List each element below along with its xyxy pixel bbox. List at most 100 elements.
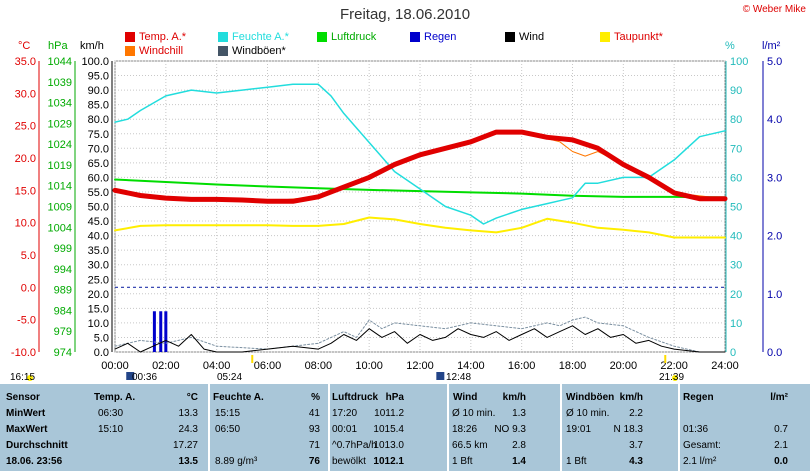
sun-marker	[664, 355, 667, 363]
table-cell: 15:15	[215, 408, 241, 419]
wind-axis-tick: 25.0	[88, 274, 109, 286]
temp-axis-tick: 0.0	[21, 282, 36, 294]
x-tick-label: 06:00	[254, 360, 282, 372]
wind-axis-tick: 30.0	[88, 260, 109, 272]
wind-axis-tick: 70.0	[88, 143, 109, 155]
wind-axis-tick: 40.0	[88, 231, 109, 243]
table-cell: 06:50	[215, 424, 241, 435]
chart-canvas: 00:00 02:00 04:00 06:00 08:00 10:00 12:00 14:00…	[11, 56, 782, 381]
table-cell: 4.3	[629, 456, 643, 467]
wind-axis-tick: 80.0	[88, 114, 109, 126]
legend-swatch	[317, 32, 327, 42]
series-taupunkt	[114, 216, 726, 239]
press-axis-tick: 989	[54, 285, 72, 297]
table-divider	[560, 384, 562, 471]
humid-axis-tick: 60	[730, 172, 742, 184]
legend-item: Regen	[410, 31, 456, 43]
press-axis-tick: 974	[54, 347, 72, 359]
legend-label: Wind	[519, 31, 545, 43]
legend-swatch	[505, 32, 515, 42]
legend-swatch	[218, 32, 228, 42]
moonset-label: 12:48	[446, 372, 472, 383]
legend-label: Taupunkt*	[614, 31, 663, 43]
series-temp-a	[112, 129, 728, 204]
table-header: Wind	[453, 392, 478, 403]
table-divider	[208, 384, 210, 471]
table-row-label: 18.06. 23:56	[6, 456, 63, 467]
legend-swatch	[125, 32, 135, 42]
copyright-label: © Weber Mike	[742, 4, 806, 15]
table-cell: N 18.3	[613, 424, 643, 435]
wind-axis-tick: 35.0	[88, 245, 109, 257]
x-tick-label: 00:00	[101, 360, 129, 372]
press-axis-tick: 1044	[48, 56, 72, 68]
press-axis-tick: 999	[54, 243, 72, 255]
table-header: km/h	[502, 392, 526, 403]
wind-axis-tick: 10.0	[88, 318, 109, 330]
moonrise-label: 00:36	[132, 372, 158, 383]
legend-item: Taupunkt*	[600, 31, 663, 43]
table-cell: 17:20	[332, 408, 358, 419]
table-cell: 1.3	[512, 408, 526, 419]
humid-axis-tick: 70	[730, 143, 742, 155]
table-cell: 41	[308, 408, 320, 419]
legend-swatch	[600, 32, 610, 42]
table-cell: 19:01	[566, 424, 592, 435]
moon-icon	[436, 372, 445, 380]
table-cell: Ø 10 min.	[452, 408, 496, 419]
rain-bar	[164, 311, 168, 352]
table-cell: 71	[308, 440, 320, 451]
rain-unit-label: l/m²	[762, 40, 781, 52]
legend-swatch	[218, 46, 228, 56]
table-cell: 2.8	[512, 440, 526, 451]
humid-axis-tick: 20	[730, 289, 742, 301]
rain-axis-tick: 3.0	[767, 172, 782, 184]
sun-icon	[672, 375, 678, 381]
sunrise-label: 05:24	[217, 372, 243, 383]
table-header: km/h	[619, 392, 643, 403]
rain-bar	[152, 311, 156, 352]
humid-unit-label: %	[725, 40, 735, 52]
press-axis-tick: 1014	[48, 181, 72, 193]
legend-label: Feuchte A.*	[232, 31, 289, 43]
table-cell: 1 Bft	[452, 456, 473, 467]
legend-label: Windböen*	[232, 45, 286, 57]
wind-axis-tick: 20.0	[88, 289, 109, 301]
press-unit-label: hPa	[48, 40, 68, 52]
table-row-label: MaxWert	[6, 424, 48, 435]
press-axis-tick: 1034	[48, 98, 72, 110]
press-axis-tick: 1009	[48, 202, 72, 214]
moon-icon	[126, 372, 135, 380]
temp-axis-tick: 5.0	[21, 250, 36, 262]
rain-axis-tick: 1.0	[767, 289, 782, 301]
humid-axis-tick: 100	[730, 56, 748, 68]
table-cell: 24.3	[178, 424, 198, 435]
table-cell: 2.1 l/m²	[683, 456, 717, 467]
table-cell: 76	[308, 456, 320, 467]
table-cell: 1.4	[512, 456, 526, 467]
press-axis-tick: 1024	[48, 139, 72, 151]
x-tick-label: 24:00	[711, 360, 739, 372]
humid-axis-tick: 30	[730, 260, 742, 272]
table-header: Windböen	[566, 392, 615, 403]
table-cell: 2.2	[629, 408, 643, 419]
table-divider	[328, 384, 330, 471]
temp-axis-tick: 25.0	[15, 121, 36, 133]
legend-item: Wind	[505, 31, 544, 43]
table-cell: 0.0	[774, 456, 788, 467]
rain-axis-tick: 5.0	[767, 56, 782, 68]
table-header: hPa	[385, 392, 404, 403]
legend-swatch	[125, 46, 135, 56]
table-row-label: Durchschnitt	[6, 440, 68, 451]
press-axis-tick: 1029	[48, 118, 72, 130]
wind-axis-tick: 85.0	[88, 100, 109, 112]
table-cell: ^0.7hPa/h	[332, 440, 377, 451]
temp-axis-tick: 20.0	[15, 153, 36, 165]
chart-title: Freitag, 18.06.2010	[339, 6, 471, 23]
legend-label: Windchill	[139, 45, 184, 57]
table-header: Luftdruck	[332, 392, 379, 403]
table-header: Feuchte A.	[213, 392, 264, 403]
table-header: °C	[186, 392, 198, 403]
temp-axis-tick: 15.0	[15, 185, 36, 197]
table-cell: 2.1	[774, 440, 788, 451]
